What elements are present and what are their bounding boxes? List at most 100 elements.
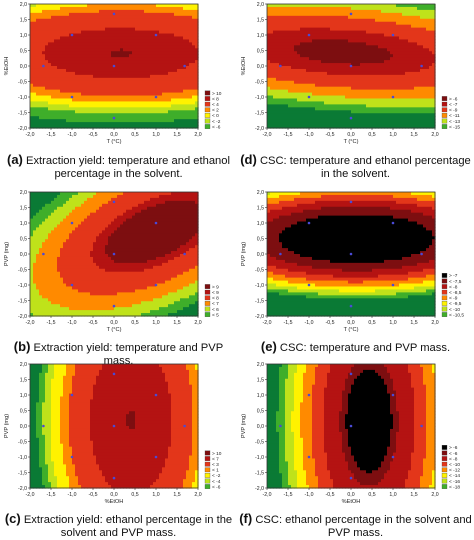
contour-cell [96, 86, 100, 91]
contour-cell [60, 39, 64, 43]
x-tick-label: 1,5 [173, 132, 180, 138]
contour-cell [51, 259, 55, 264]
contour-cell [60, 259, 64, 264]
contour-cell [186, 68, 190, 73]
contour-cell [114, 286, 118, 291]
contour-cell [192, 45, 196, 49]
contour-cell [135, 215, 139, 220]
contour-cell [135, 104, 139, 108]
contour-cell [147, 60, 151, 64]
contour-cell [93, 200, 97, 205]
contour-cell [180, 233, 184, 237]
contour-cell [102, 68, 106, 73]
contour-cell [192, 313, 196, 317]
contour-cell [81, 6, 85, 11]
contour-cell [96, 18, 100, 23]
contour-cell [174, 236, 178, 240]
contour-cell [33, 378, 37, 383]
contour-cell [162, 48, 166, 52]
contour-cell [183, 48, 187, 52]
contour-cell [78, 60, 82, 64]
contour-cell [87, 230, 91, 234]
contour-cell [99, 66, 103, 70]
contour-cell [36, 77, 40, 82]
contour-cell [36, 393, 40, 398]
contour-cell [114, 251, 118, 255]
contour-cell [93, 77, 97, 82]
contour-cell [87, 301, 91, 305]
contour-cell [123, 197, 127, 202]
contour-cell [168, 203, 172, 208]
contour-cell [60, 221, 64, 226]
contour-cell [45, 200, 49, 205]
contour-cell [108, 45, 112, 49]
contour-cell [42, 98, 46, 103]
contour-cell [72, 286, 76, 291]
contour-cell [117, 24, 121, 29]
contour-cell [69, 24, 73, 29]
contour-cell [186, 110, 190, 114]
contour-cell [81, 203, 85, 208]
contour-cell [54, 45, 58, 49]
contour-cell [156, 310, 160, 314]
contour-cell [159, 68, 163, 73]
contour-cell [195, 110, 199, 114]
contour-cell [117, 230, 121, 234]
contour-cell [123, 200, 127, 205]
contour-cell [96, 248, 100, 252]
contour-cell [147, 233, 151, 237]
contour-cell [96, 313, 100, 317]
contour-cell [72, 54, 76, 58]
contour-cell [144, 125, 148, 129]
contour-cell [192, 80, 196, 85]
contour-cell [36, 95, 40, 100]
contour-cell [129, 104, 133, 108]
contour-cell [63, 239, 67, 243]
contour-cell [36, 375, 40, 380]
contour-cell [60, 256, 64, 261]
contour-cell [153, 268, 157, 273]
contour-cell [69, 101, 73, 105]
contour-cell [174, 194, 178, 199]
contour-cell [99, 239, 103, 243]
contour-cell [30, 12, 34, 17]
contour-cell [54, 209, 58, 214]
legend-label: < 8 [212, 96, 219, 102]
contour-cell [90, 292, 94, 296]
contour-cell [78, 6, 82, 11]
contour-cell [150, 295, 154, 299]
contour-cell [45, 77, 49, 82]
contour-cell [99, 39, 103, 43]
contour-cell [129, 36, 133, 41]
contour-cell [33, 375, 37, 380]
contour-cell [57, 301, 61, 305]
contour-cell [138, 206, 142, 211]
contour-cell [144, 206, 148, 211]
contour-cell [135, 57, 139, 61]
contour-cell [102, 110, 106, 114]
contour-cell [153, 286, 157, 291]
contour-cell [72, 301, 76, 305]
legend-label: < 6 [212, 307, 219, 313]
contour-cell [153, 265, 157, 270]
contour-cell [156, 68, 160, 73]
contour-cell [135, 194, 139, 199]
contour-cell [60, 9, 64, 14]
y-axis-label: PVP (mg) [4, 242, 10, 266]
contour-cell [162, 283, 166, 288]
contour-cell [165, 227, 169, 231]
contour-cell [42, 280, 46, 285]
contour-cell [84, 227, 88, 231]
contour-cell [168, 24, 172, 29]
contour-cell [75, 280, 79, 285]
contour-cell [138, 27, 142, 32]
contour-cell [57, 233, 61, 237]
contour-cell [57, 197, 61, 202]
contour-cell [105, 83, 109, 88]
contour-cell [51, 245, 55, 249]
contour-cell [174, 86, 178, 91]
contour-cell [135, 209, 139, 214]
contour-cell [123, 86, 127, 91]
contour-cell [78, 212, 82, 217]
contour-cell [126, 230, 130, 234]
